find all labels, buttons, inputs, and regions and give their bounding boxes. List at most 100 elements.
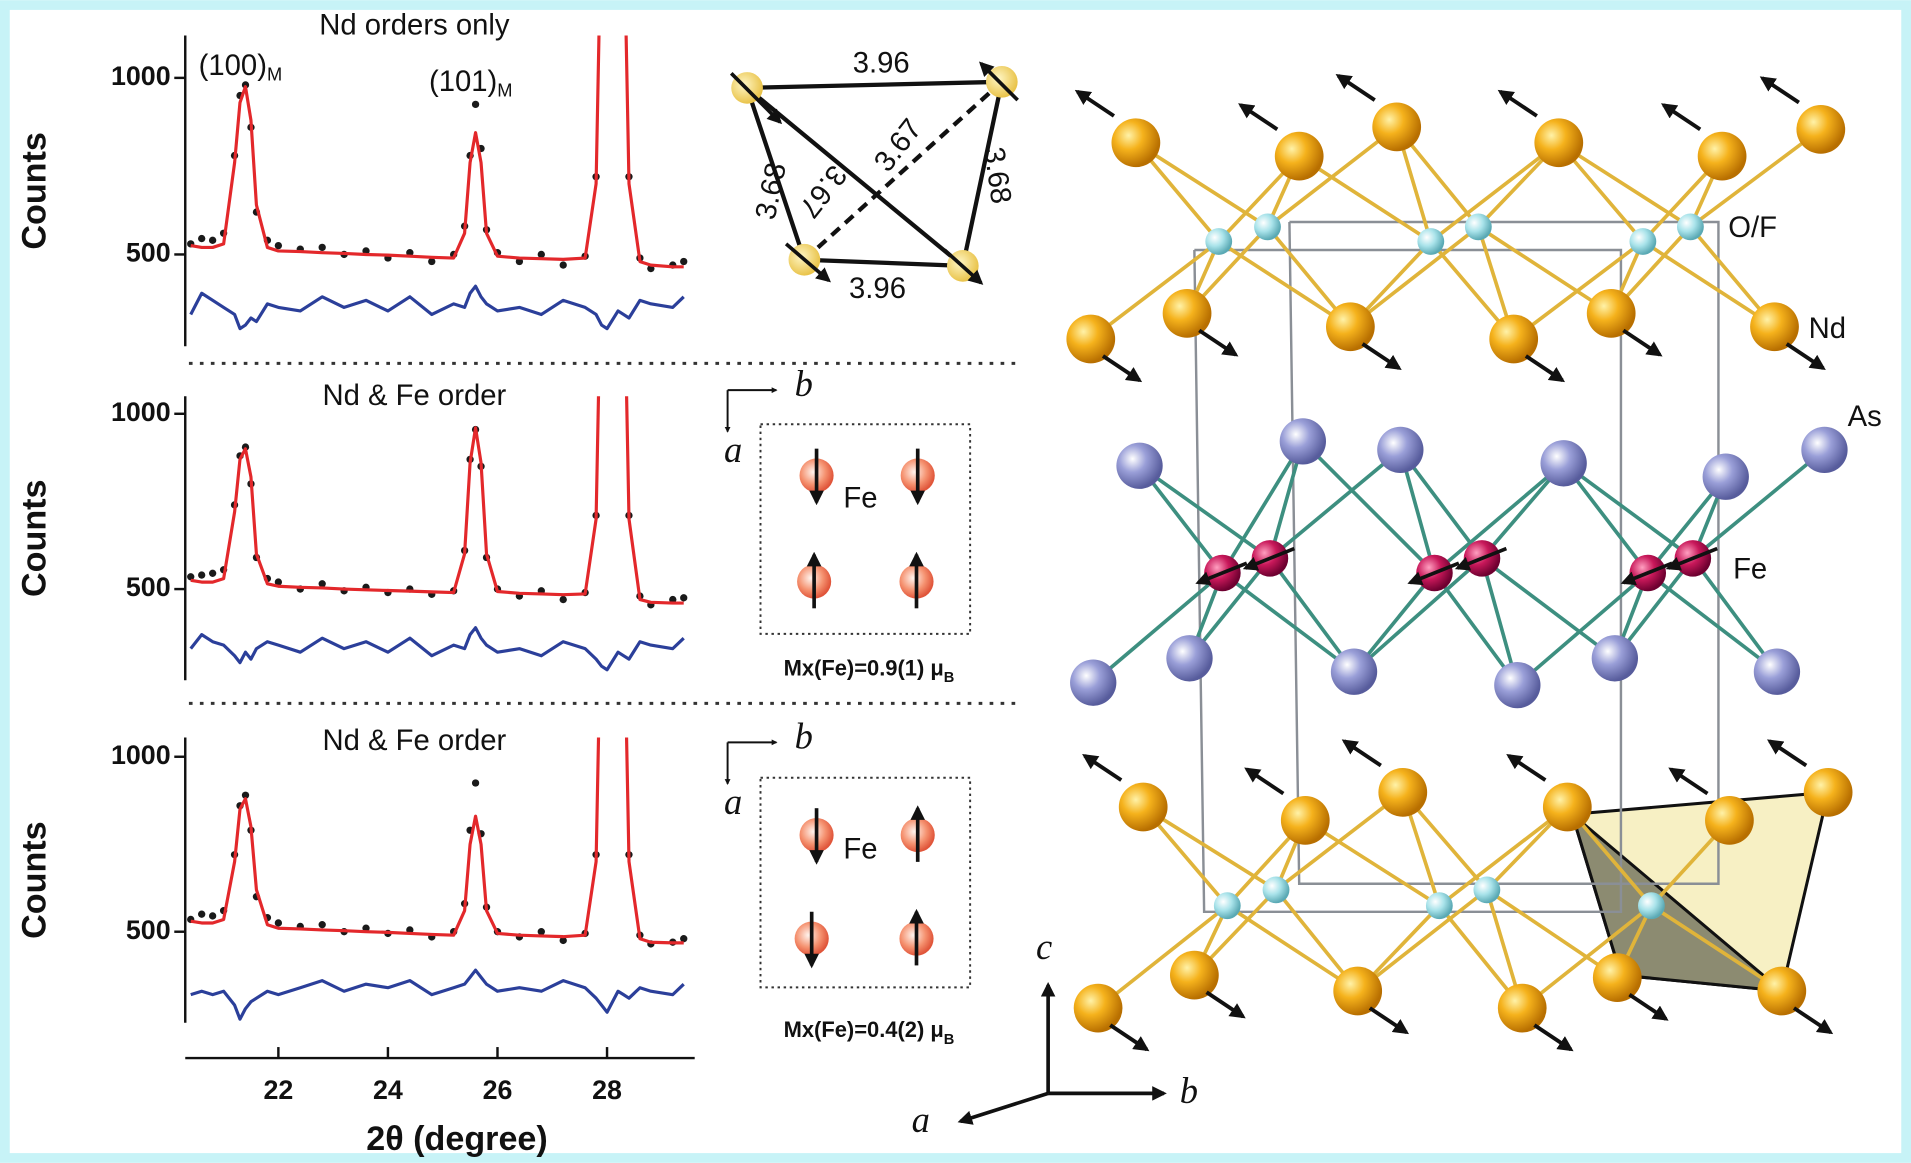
of-atom: [1425, 892, 1453, 920]
x-tick-label: 28: [592, 1075, 622, 1105]
bond-line: [802, 80, 1004, 262]
spin-arrow: [1109, 1023, 1150, 1052]
data-line: [189, 626, 685, 672]
bond: [1521, 904, 1653, 1010]
as-atom: [1494, 661, 1541, 709]
moment-label-main: Mx(Fe)=0.4(2) μ: [784, 1017, 944, 1042]
y-tick-label: 500: [126, 915, 171, 945]
data-point: [406, 249, 414, 257]
y-axis-label: Counts: [16, 479, 54, 596]
moment-label: Mx(Fe)=0.9(1) μB: [784, 655, 955, 686]
y-tick-label: 1000: [111, 740, 171, 770]
of-atom: [1464, 213, 1492, 241]
data-line: [190, 35, 684, 269]
axis-letter: a: [912, 1099, 930, 1140]
as-atom: [1070, 659, 1117, 706]
as-atom: [1702, 453, 1749, 500]
nd-atom: [1066, 314, 1116, 364]
data-point: [559, 261, 567, 269]
spin-arrow: [729, 71, 783, 125]
spin-arrow: [1238, 103, 1279, 131]
nd-atom: [1118, 782, 1168, 832]
spin-arrow: [1792, 1006, 1834, 1035]
nd-atom: [1111, 118, 1161, 168]
spin-arrow: [1668, 767, 1709, 796]
spin-arrow: [1101, 354, 1143, 383]
cell-box: [759, 423, 972, 635]
bond: [1096, 904, 1229, 1010]
bond-line: [745, 87, 807, 261]
bond: [1301, 440, 1436, 575]
nd-atom: [1073, 983, 1123, 1033]
y-tick-label: 1000: [111, 61, 171, 91]
spin-arrow: [1660, 103, 1702, 131]
data-point: [559, 936, 567, 945]
data-point: [471, 779, 480, 787]
bond: [1562, 461, 1694, 560]
bond: [1429, 141, 1560, 243]
spin-arrow: [1368, 1006, 1410, 1035]
bond: [1485, 888, 1619, 980]
data-point: [241, 791, 250, 799]
spin-arrow: [1074, 89, 1116, 118]
bond-line: [804, 257, 963, 268]
data-point: [274, 241, 283, 250]
data-line: [190, 396, 684, 605]
spin-arrow: [1759, 76, 1800, 105]
data-point: [537, 250, 545, 259]
y-axis-label: Counts: [16, 821, 54, 938]
data-line: [189, 284, 685, 331]
as-atom: [1801, 426, 1848, 474]
distance-label: 3.96: [853, 47, 910, 79]
nd-atom: [1274, 131, 1324, 181]
bond: [1304, 818, 1441, 908]
peak-label-sub: M: [497, 79, 512, 100]
data-point: [187, 573, 195, 581]
nd-atom: [1326, 302, 1375, 352]
peak-label: (100)M: [199, 50, 283, 85]
moment-label-sub: B: [944, 1032, 955, 1048]
spin-arrow: [1407, 561, 1460, 586]
axis-letter: b: [1180, 1070, 1198, 1111]
of-atom: [1629, 228, 1657, 255]
unit-cell: [1193, 248, 1623, 913]
nd-atom: [1162, 289, 1212, 338]
data-point: [680, 594, 688, 602]
peak-label-main: (100): [199, 50, 267, 82]
of-atom: [1677, 213, 1704, 241]
bond: [1689, 127, 1822, 229]
spin-arrow: [1205, 990, 1246, 1019]
chart-title: Nd orders only: [319, 10, 510, 42]
bond: [1480, 556, 1616, 660]
of-atom: [1254, 213, 1281, 241]
spin-arrow: [943, 248, 984, 285]
bond: [1512, 240, 1644, 341]
atom-label: O/F: [1728, 212, 1777, 244]
data-point: [515, 257, 524, 266]
nd-atom: [1497, 983, 1547, 1033]
of-atom: [1417, 228, 1445, 255]
spin-arrow: [1244, 767, 1285, 796]
as-atom: [1377, 426, 1424, 474]
x-tick-label: 24: [373, 1075, 403, 1105]
axis-arrow: [957, 1091, 1049, 1125]
nd-atom: [1170, 950, 1219, 1000]
axis-letter: b: [795, 715, 813, 756]
atom-label: Fe: [1733, 553, 1767, 585]
bond: [1691, 557, 1779, 673]
nd-atom: [1796, 104, 1846, 154]
bond: [1557, 141, 1692, 229]
spin-arrow: [1620, 561, 1673, 586]
bond: [1349, 225, 1480, 329]
nd-atom: [1705, 796, 1754, 845]
nd-atom: [1542, 782, 1592, 832]
bond: [1134, 141, 1269, 229]
data-point: [208, 236, 217, 244]
peak-label-sub: M: [267, 64, 282, 85]
as-atom: [1166, 635, 1213, 682]
as-atom: [1540, 440, 1587, 487]
moment-label: Mx(Fe)=0.4(2) μB: [784, 1017, 955, 1048]
spin-arrow: [1082, 754, 1123, 782]
